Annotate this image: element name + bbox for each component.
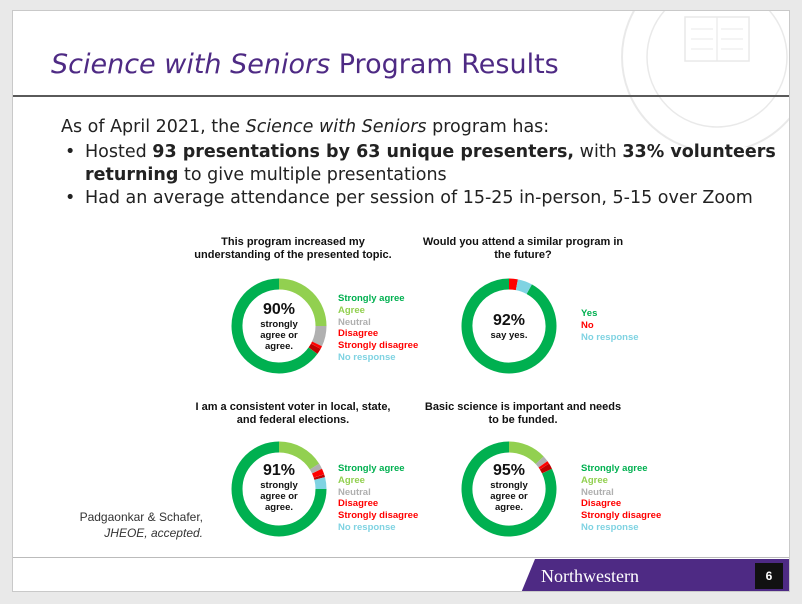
center-line2: agree or xyxy=(490,491,528,502)
citation-authors: Padgaonkar & Schafer, xyxy=(79,510,203,524)
slide-title: Science with Seniors Program Results xyxy=(51,49,559,80)
legend-strongly-agree: Strongly agree xyxy=(338,293,405,304)
bullet-attendance: Had an average attendance per session of… xyxy=(61,187,781,210)
center-line2: agree or xyxy=(260,330,298,341)
center-line1: strongly xyxy=(260,319,298,330)
donut-segment-agree xyxy=(461,441,557,537)
footer-divider xyxy=(13,557,789,558)
donut-chart xyxy=(461,441,557,537)
citation: Padgaonkar & Schafer, JHEOE, accepted. xyxy=(53,509,203,541)
donut-chart xyxy=(461,278,557,374)
legend-disagree: Disagree xyxy=(581,498,622,510)
donut-center-label: 91% strongly agree or agree. xyxy=(229,461,329,513)
chart-title-line2: and federal elections. xyxy=(236,414,350,426)
center-percent: 95% xyxy=(492,462,526,479)
legend-strongly-disagree: Strongly disagree xyxy=(338,340,419,352)
chart-title-line1: Would you attend a similar program in xyxy=(422,236,624,248)
title-divider xyxy=(13,95,789,97)
legend-neutral: Neutral xyxy=(581,486,614,498)
donut-segment-agree xyxy=(231,441,327,537)
title-rest: Program Results xyxy=(330,49,559,80)
bullet-presentations: Hosted 93 presentations by 63 unique pre… xyxy=(61,141,781,187)
chart-title-line1: Basic science is important and needs xyxy=(424,401,622,413)
chart-title: Would you attend a similar program in the… xyxy=(403,236,643,262)
donut-segment-strongly-disagree xyxy=(461,441,557,537)
center-line3: agree. xyxy=(265,502,293,513)
legend-no-response: No response xyxy=(581,331,639,343)
title-italic: Science with Seniors xyxy=(51,49,331,80)
legend-disagree: Disagree xyxy=(338,328,379,340)
chart-title-line1: This program increased my xyxy=(221,236,365,248)
donut-center-label: 95% strongly agree or agree. xyxy=(459,461,559,513)
legend-strongly-disagree: Strongly disagree xyxy=(581,510,662,522)
donut-center-label: 90% strongly agree or agree. xyxy=(229,300,329,352)
chart-title: This program increased my understanding o… xyxy=(163,236,423,262)
donut-segment-neutral xyxy=(231,278,327,374)
legend-strongly-agree: Strongly agree xyxy=(338,463,405,474)
center-line3: agree. xyxy=(265,341,293,352)
center-line3: agree. xyxy=(495,502,523,513)
chart-attend-again: Would you attend a similar program in the… xyxy=(403,236,643,386)
donut-segment-strongly-agree xyxy=(231,278,327,374)
bullet1-text3: to give multiple presentations xyxy=(178,165,447,185)
legend-agree: Agree xyxy=(338,474,365,486)
legend-agree: Agree xyxy=(338,304,365,316)
legend-no-response: No response xyxy=(581,521,639,533)
intro-suffix: program has: xyxy=(426,117,550,137)
legend-no: No xyxy=(581,319,594,331)
legend-yes: Yes xyxy=(581,308,598,319)
chart-title-line2: understanding of the presented topic. xyxy=(194,249,392,261)
legend-neutral: Neutral xyxy=(338,316,371,328)
donut-chart xyxy=(231,278,327,374)
donut-segment-disagree xyxy=(231,441,327,537)
center-percent: 91% xyxy=(262,462,296,479)
chart-consistent-voter: I am a consistent voter in local, state,… xyxy=(163,401,423,551)
chart-understanding: This program increased my understanding o… xyxy=(163,236,423,386)
center-line2: agree or xyxy=(260,491,298,502)
intro-prefix: As of April 2021, the xyxy=(61,117,246,137)
legend-strongly-disagree: Strongly disagree xyxy=(338,510,419,522)
bullet1-bold2: 33% volunteers returning xyxy=(85,142,776,185)
chart-legend: Strongly agree Agree Neutral Disagree St… xyxy=(581,463,661,534)
chart-legend: Strongly agree Agree Neutral Disagree St… xyxy=(338,293,418,364)
chart-title: Basic science is important and needs to b… xyxy=(403,401,643,427)
chart-title-line1: I am a consistent voter in local, state, xyxy=(195,401,391,413)
center-line1: say yes. xyxy=(490,330,528,341)
donut-segment-strongly-disagree xyxy=(231,441,327,537)
intro-line: As of April 2021, the Science with Senio… xyxy=(61,117,549,137)
bullet-list: Hosted 93 presentations by 63 unique pre… xyxy=(61,141,781,210)
bullet1-text2: with xyxy=(574,142,623,162)
center-percent: 92% xyxy=(492,312,526,329)
bullet1-text1: Hosted xyxy=(85,142,153,162)
chart-basic-science: Basic science is important and needs to b… xyxy=(403,401,663,551)
donut-segment-neutral xyxy=(461,441,557,537)
legend-disagree: Disagree xyxy=(338,498,379,510)
legend-agree: Agree xyxy=(581,474,608,486)
center-percent: 90% xyxy=(262,301,296,318)
university-seal-watermark xyxy=(621,11,789,147)
bullet1-bold1: 93 presentations by 63 unique presenters… xyxy=(152,142,575,162)
citation-journal: JHEOE, accepted. xyxy=(104,526,203,540)
donut-segment-no xyxy=(461,278,557,374)
center-line1: strongly xyxy=(490,480,528,491)
intro-italic: Science with Seniors xyxy=(245,117,427,137)
legend-strongly-agree: Strongly agree xyxy=(581,463,648,474)
northwestern-footer-bar xyxy=(521,559,789,591)
chart-title: I am a consistent voter in local, state,… xyxy=(163,401,423,427)
donut-segment-yes xyxy=(461,278,557,374)
legend-neutral: Neutral xyxy=(338,486,371,498)
chart-title-line2: to be funded. xyxy=(488,414,558,426)
chart-title-line2: the future? xyxy=(494,249,552,261)
northwestern-wordmark: Northwestern xyxy=(541,566,639,586)
legend-no-response: No response xyxy=(338,521,396,533)
chart-legend: Strongly agree Agree Neutral Disagree St… xyxy=(338,463,418,534)
chart-legend: Yes No No response xyxy=(581,308,639,343)
donut-chart xyxy=(231,441,327,537)
donut-center-label: 92% say yes. xyxy=(459,311,559,341)
legend-no-response: No response xyxy=(338,351,396,363)
page-number: 6 xyxy=(755,563,783,589)
slide: Science with Seniors Program Results As … xyxy=(12,10,790,592)
center-line1: strongly xyxy=(260,480,298,491)
